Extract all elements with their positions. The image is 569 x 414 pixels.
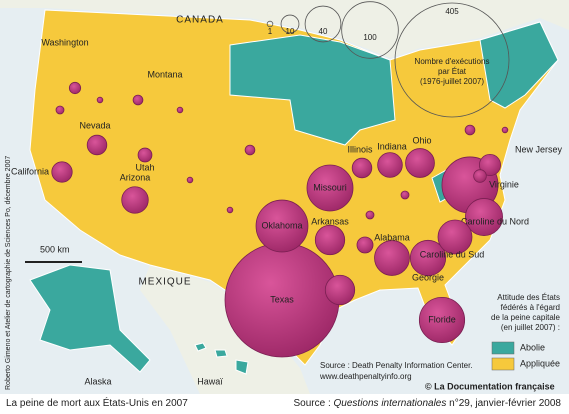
state-label: Indiana: [377, 141, 407, 151]
state-label: Alabama: [374, 232, 410, 242]
execution-bubble: [501, 126, 509, 134]
execution-bubble: [314, 224, 346, 256]
mexico-land: [140, 265, 310, 394]
execution-bubble: [137, 147, 153, 163]
size-legend-circle: [394, 2, 510, 118]
state-label: Washington: [41, 37, 88, 47]
state-label: Caroline du Nord: [461, 216, 529, 226]
status-swatch: [491, 357, 515, 371]
status-label: Appliquée: [520, 358, 560, 368]
status-legend-title: fédérés à l'égard: [501, 303, 560, 312]
state-label: Utah: [135, 162, 154, 172]
size-legend-circle: [266, 20, 274, 28]
size-legend-title: (1976-juillet 2007): [420, 77, 484, 86]
execution-bubble: [374, 240, 410, 276]
size-legend-circle: [341, 1, 399, 59]
execution-bubble: [473, 169, 487, 183]
status-legend-title: (en juillet 2007) :: [501, 323, 560, 332]
size-legend-label: 40: [319, 27, 328, 36]
canada-label: CANADA: [176, 15, 224, 26]
canada-land: [0, 0, 569, 58]
execution-bubble: [465, 198, 503, 236]
execution-bubble: [418, 296, 466, 344]
size-legend-label: 1: [268, 27, 273, 36]
execution-bubble: [405, 148, 435, 178]
execution-bubble: [356, 236, 374, 254]
size-legend-label: 405: [445, 7, 459, 16]
execution-bubble: [226, 206, 234, 214]
state-label: California: [11, 166, 49, 176]
size-legend-title: par État: [438, 67, 467, 76]
size-legend-label: 10: [286, 27, 295, 36]
state-label: Missouri: [313, 182, 347, 192]
execution-bubble: [400, 190, 410, 200]
footer-title: La peine de mort aux États-Unis en 2007: [6, 398, 188, 409]
map: 500 km CANADA MEXIQUE Alaska Hawaï New J…: [0, 0, 569, 394]
execution-bubble: [365, 210, 375, 220]
execution-bubble: [121, 186, 149, 214]
alaska-shape: [29, 264, 151, 373]
size-legend-title: Nombre d'exécutions: [415, 57, 490, 66]
execution-bubble: [132, 94, 144, 106]
source-rest: n°29, janvier-février 2008: [446, 398, 561, 409]
state-label: Caroline du Sud: [420, 249, 485, 259]
hawaii-shape: [194, 342, 249, 375]
status-legend-title: de la peine capitale: [491, 313, 560, 322]
mexico-label: MEXIQUE: [138, 277, 191, 288]
state-label: Arizona: [120, 172, 151, 182]
execution-bubble: [377, 152, 403, 178]
state-label: Ohio: [412, 135, 431, 145]
publisher: © La Documentation française: [425, 381, 555, 391]
execution-bubble: [324, 274, 356, 306]
state-label: Arkansas: [311, 216, 349, 226]
execution-bubble: [437, 219, 473, 255]
execution-bubble: [86, 134, 108, 156]
abolished-northeast: [479, 21, 559, 109]
execution-bubble: [176, 106, 184, 114]
status-label: Abolie: [520, 342, 545, 352]
usa-applied: [29, 9, 559, 366]
status-swatch: [491, 341, 515, 355]
source-journal: Questions internationales: [333, 398, 447, 409]
alaska-label: Alaska: [84, 376, 111, 386]
execution-bubble: [306, 164, 354, 212]
execution-bubble: [68, 81, 82, 95]
size-legend-circle: [304, 5, 342, 43]
footer: La peine de mort aux États-Unis en 2007 …: [0, 394, 569, 414]
state-label: Montana: [147, 69, 182, 79]
state-label: Illinois: [347, 144, 373, 154]
execution-bubble: [479, 154, 501, 176]
state-label: Oklahoma: [261, 220, 302, 230]
status-legend-title: Attitude des États: [497, 293, 560, 302]
state-label: Texas: [270, 294, 294, 304]
state-label: Georgie: [412, 272, 444, 282]
scale-label: 500 km: [40, 244, 70, 254]
execution-bubble: [409, 239, 447, 277]
execution-bubble: [96, 96, 104, 104]
footer-source: Source : Questions internationales n°29,…: [293, 398, 561, 409]
state-label: Virginie: [489, 179, 519, 189]
execution-bubble: [51, 161, 73, 183]
state-label: Nevada: [79, 120, 110, 130]
hawaii-label: Hawaï: [197, 376, 223, 386]
execution-bubble: [55, 105, 65, 115]
execution-bubble: [351, 157, 373, 179]
new-jersey-label: New Jersey: [515, 144, 563, 154]
abolished-midwest: [229, 34, 396, 146]
execution-bubble: [244, 144, 256, 156]
execution-bubble: [186, 176, 194, 184]
side-credit: Roberto Gimeno et Atelier de cartographi…: [5, 156, 12, 390]
size-legend-label: 100: [363, 33, 377, 42]
size-legend-circle: [280, 14, 300, 34]
source-prefix: Source :: [293, 398, 334, 409]
credit-url: www.deathpenaltyinfo.org: [319, 372, 412, 381]
execution-bubble: [255, 199, 309, 253]
credit-source: Source : Death Penalty Information Cente…: [320, 361, 473, 370]
execution-bubble: [464, 124, 476, 136]
state-label: Floride: [428, 314, 456, 324]
